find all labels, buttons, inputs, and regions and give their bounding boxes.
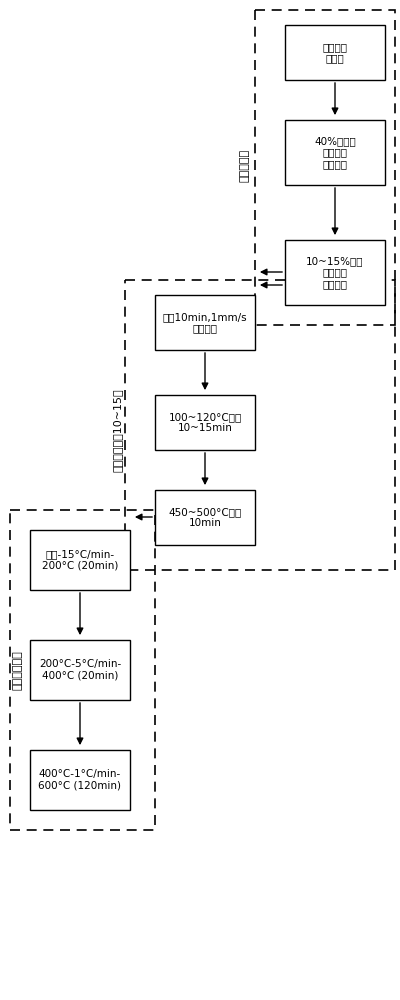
Bar	[125, 280, 395, 570]
Bar	[155, 395, 255, 450]
Bar	[285, 240, 385, 305]
Bar	[155, 490, 255, 545]
Text: 200°C-5°C/min-
400°C (20min): 200°C-5°C/min- 400°C (20min)	[39, 659, 121, 681]
Text: 100~120°C干燥
10~15min: 100~120°C干燥 10~15min	[168, 412, 242, 433]
Bar	[285, 25, 385, 80]
Text: 钛基材料
预处理: 钛基材料 预处理	[322, 42, 348, 63]
Bar	[30, 640, 130, 700]
Bar	[285, 120, 385, 185]
Bar	[30, 750, 130, 810]
Bar	[155, 295, 255, 350]
Text: 10~15%盐酸
腐蚀钛片
超声清洗: 10~15%盐酸 腐蚀钛片 超声清洗	[306, 256, 364, 289]
Text: 前驱液配制: 前驱液配制	[240, 148, 250, 182]
Text: 重复涂覆烧结10~15次: 重复涂覆烧结10~15次	[113, 388, 123, 472]
Text: 450~500°C焙烧
10min: 450~500°C焙烧 10min	[168, 507, 242, 528]
Text: 室温-15°C/min-
200°C (20min): 室温-15°C/min- 200°C (20min)	[42, 549, 118, 571]
Bar	[30, 530, 130, 590]
Text: 电极烧结程序: 电极烧结程序	[13, 650, 23, 690]
Text: 涂覆10min,1mm/s
放置晾干: 涂覆10min,1mm/s 放置晾干	[163, 312, 247, 333]
Text: 400°C-1°C/min-
600°C (120min): 400°C-1°C/min- 600°C (120min)	[38, 769, 122, 791]
Bar	[10, 510, 155, 830]
Text: 40%氢氟酸
腐蚀钛片
超声清洗: 40%氢氟酸 腐蚀钛片 超声清洗	[314, 136, 356, 169]
Bar	[255, 10, 395, 325]
